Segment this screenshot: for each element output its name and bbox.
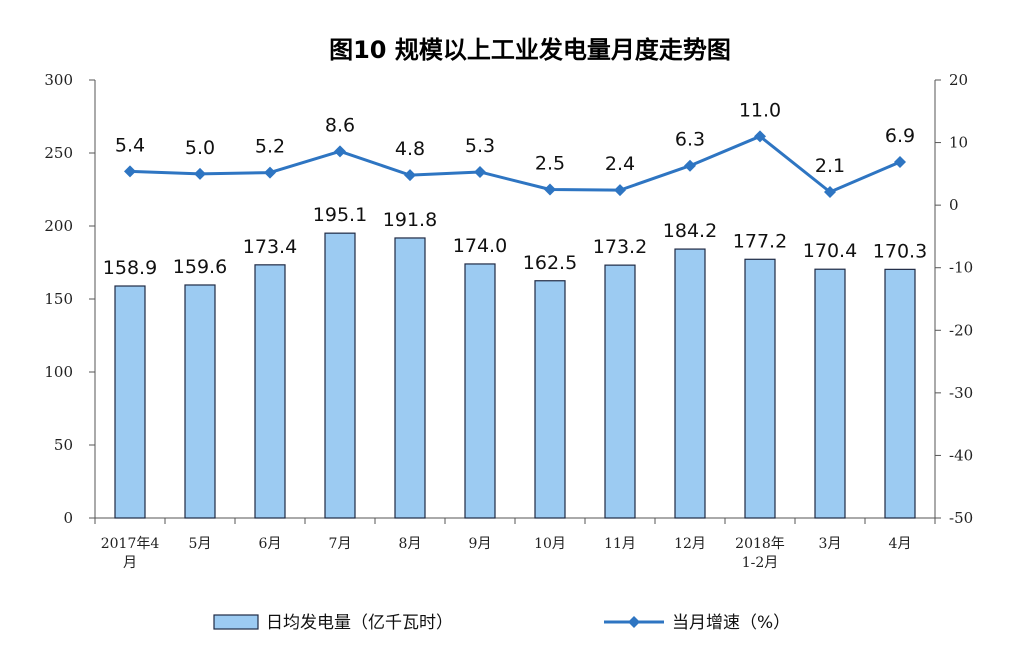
bar-value-label: 173.2 — [593, 236, 647, 258]
line-value-label: 8.6 — [325, 114, 355, 136]
y-right-tick-label: -50 — [949, 509, 973, 527]
bar — [254, 264, 286, 519]
legend-line-label: 当月增速（%） — [672, 613, 790, 633]
bar-value-label: 158.9 — [103, 257, 157, 279]
line-point — [544, 183, 556, 196]
bar-value-label: 173.4 — [243, 236, 297, 258]
y-right-tick-label: -20 — [949, 321, 973, 339]
line-point — [614, 184, 626, 197]
bar-value-label: 170.3 — [873, 240, 927, 262]
bar-value-label: 162.5 — [523, 252, 577, 274]
line-series: 5.4 5.0 5.2 8.6 4.8 5.3 2.5 2.4 6.3 11.0 2.1 6.9 — [115, 99, 915, 199]
chart-title: 图10 规模以上工业发电量月度走势图 — [329, 36, 731, 64]
bar — [394, 237, 426, 519]
bar — [744, 258, 776, 519]
line-value-label: 2.1 — [815, 155, 845, 177]
y-right-tick-label: -40 — [949, 446, 973, 464]
x-tick-label: 3月 — [819, 536, 842, 552]
bar-value-label: 195.1 — [313, 204, 367, 226]
line-value-label: 5.4 — [115, 134, 145, 156]
line-value-label: 5.2 — [255, 136, 285, 158]
x-tick-label: 2017年4 — [101, 536, 160, 552]
line-value-label: 6.3 — [675, 129, 705, 151]
axes: 0 50 100 150 200 250 300 -50 -40 -30 -20 -10 0 10 20 — [44, 71, 973, 527]
line-value-label: 5.3 — [465, 135, 495, 157]
line-point — [474, 165, 486, 178]
bar — [324, 232, 356, 519]
line-value-label: 5.0 — [185, 137, 215, 159]
y-right-tick-label: -10 — [949, 259, 973, 277]
y-left-tick-label: 100 — [44, 363, 73, 381]
y-left-tick-label: 200 — [44, 217, 73, 235]
bar — [464, 263, 496, 519]
bar-value-label: 177.2 — [733, 230, 787, 252]
x-tick-label: 4月 — [889, 536, 912, 552]
growth-line — [129, 134, 901, 194]
x-tick-label: 9月 — [469, 536, 492, 552]
x-tick-label: 1-2月 — [742, 555, 779, 571]
y-left-tick-label: 50 — [54, 436, 73, 454]
line-point — [124, 165, 136, 178]
y-left-tick-label: 250 — [44, 144, 73, 162]
y-right-tick-label: 10 — [949, 134, 968, 152]
line-point — [894, 155, 906, 168]
bar-value-label: 159.6 — [173, 256, 227, 278]
x-tick-label: 6月 — [259, 536, 282, 552]
x-tick-label: 月 — [123, 555, 137, 571]
line-value-label: 2.4 — [605, 153, 635, 175]
y-right-tick-label: -30 — [949, 384, 973, 402]
line-point — [194, 167, 206, 180]
bar — [674, 248, 706, 519]
bar — [114, 285, 146, 519]
x-tick-label: 5月 — [189, 536, 212, 552]
bar — [534, 280, 566, 519]
bar-value-label: 191.8 — [383, 209, 437, 231]
bar — [184, 284, 216, 519]
legend: 日均发电量（亿千瓦时） 当月增速（%） — [213, 613, 790, 633]
line-point — [264, 166, 276, 179]
y-left-tick-label: 0 — [63, 509, 73, 527]
legend-bar-swatch — [213, 614, 259, 630]
bar-value-label: 170.4 — [803, 240, 857, 262]
y-left-tick-label: 300 — [44, 71, 73, 89]
bar-value-label: 184.2 — [663, 220, 717, 242]
line-value-label: 2.5 — [535, 153, 565, 175]
x-tick-label: 12月 — [674, 536, 706, 552]
line-point — [334, 145, 346, 158]
line-point — [684, 159, 696, 172]
x-tick-labels: 2017年4 月 5月 6月 7月 8月 9月 10月 11月 12月 2018年 1-2月 3月 4月 — [101, 536, 912, 571]
bar — [884, 268, 916, 519]
y-right-tick-label: 0 — [949, 196, 959, 214]
line-value-label: 11.0 — [739, 99, 781, 121]
bar-value-label: 174.0 — [453, 235, 507, 257]
line-value-label: 6.9 — [885, 125, 915, 147]
x-tick-label: 10月 — [534, 536, 566, 552]
x-tick-label: 2018年 — [735, 536, 785, 552]
line-value-label: 4.8 — [395, 138, 425, 160]
bar — [814, 268, 846, 519]
legend-bar-label: 日均发电量（亿千瓦时） — [266, 613, 453, 633]
x-tick-label: 8月 — [399, 536, 422, 552]
y-left-tick-label: 150 — [44, 290, 73, 308]
line-point — [824, 186, 836, 199]
y-right-tick-label: 20 — [949, 71, 968, 89]
legend-line-marker — [628, 616, 640, 628]
bar — [604, 264, 636, 519]
x-tick-label: 11月 — [604, 536, 636, 552]
bar-series: 158.9 159.6 173.4 195.1 191.8 174.0 162.5 173.2… — [103, 204, 927, 519]
line-point — [754, 130, 766, 143]
x-tick-label: 7月 — [329, 536, 352, 552]
line-point — [404, 169, 416, 182]
